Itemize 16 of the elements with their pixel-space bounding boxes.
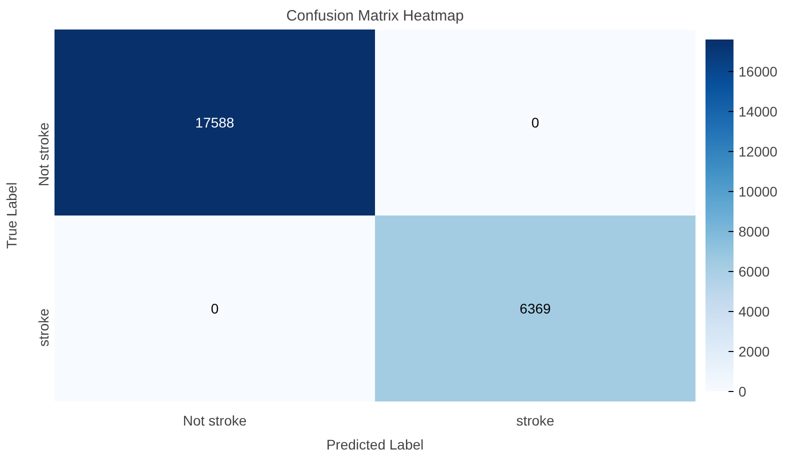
data-label: 0 <box>531 114 540 130</box>
color-bar-label: 0 <box>738 384 746 400</box>
color-bar-label: 6000 <box>738 263 770 280</box>
y-axis-title: True Label <box>4 182 20 249</box>
color-bar-label: 4000 <box>738 303 770 320</box>
color-bar-label: 2000 <box>738 343 770 360</box>
x-axis-title: Predicted Label <box>326 436 424 452</box>
data-label: 17588 <box>195 114 234 130</box>
data-label: 6369 <box>520 300 552 316</box>
color-bar-label: 12000 <box>738 143 778 160</box>
color-bar-label: 16000 <box>738 63 778 80</box>
chart-title: Confusion Matrix Heatmap <box>286 8 464 24</box>
color-bar-label: 8000 <box>738 223 770 240</box>
data-label: 0 <box>210 300 219 316</box>
color-bar-label: 10000 <box>738 183 778 200</box>
color-bar-label: 14000 <box>738 103 778 120</box>
